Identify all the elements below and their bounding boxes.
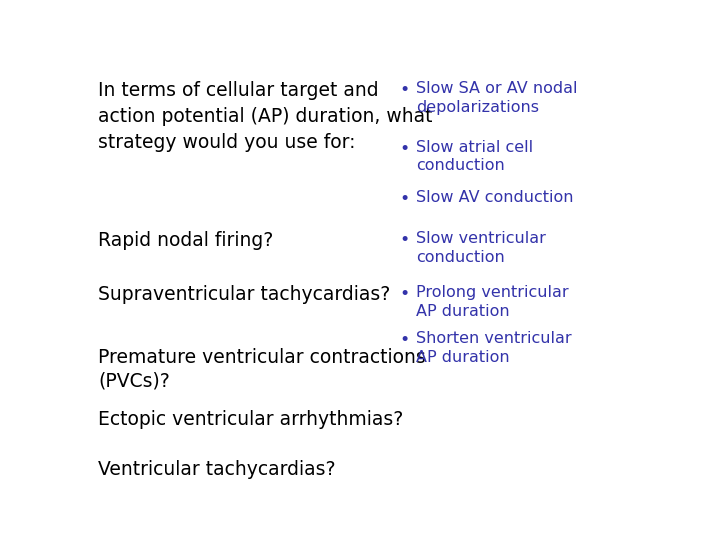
- Text: Slow SA or AV nodal
depolarizations: Slow SA or AV nodal depolarizations: [416, 82, 578, 115]
- Text: Prolong ventricular
AP duration: Prolong ventricular AP duration: [416, 285, 569, 319]
- Text: •: •: [400, 190, 410, 207]
- Text: Shorten ventricular
AP duration: Shorten ventricular AP duration: [416, 331, 572, 364]
- Text: Premature ventricular contractions
(PVCs)?: Premature ventricular contractions (PVCs…: [99, 348, 426, 391]
- Text: Slow ventricular
conduction: Slow ventricular conduction: [416, 231, 546, 265]
- Text: Rapid nodal firing?: Rapid nodal firing?: [99, 231, 274, 250]
- Text: In terms of cellular target and
action potential (AP) duration, what
strategy wo: In terms of cellular target and action p…: [99, 82, 433, 152]
- Text: •: •: [400, 82, 410, 99]
- Text: •: •: [400, 140, 410, 158]
- Text: Slow atrial cell
conduction: Slow atrial cell conduction: [416, 140, 534, 173]
- Text: Ectopic ventricular arrhythmias?: Ectopic ventricular arrhythmias?: [99, 410, 404, 429]
- Text: •: •: [400, 331, 410, 349]
- Text: Supraventricular tachycardias?: Supraventricular tachycardias?: [99, 285, 391, 304]
- Text: •: •: [400, 231, 410, 249]
- Text: •: •: [400, 285, 410, 303]
- Text: Slow AV conduction: Slow AV conduction: [416, 190, 574, 205]
- Text: Ventricular tachycardias?: Ventricular tachycardias?: [99, 460, 336, 479]
